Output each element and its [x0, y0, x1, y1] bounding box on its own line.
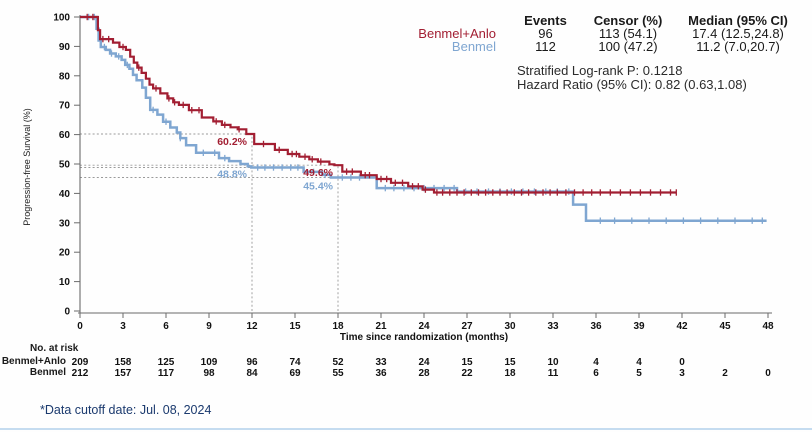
x-tick-label: 42	[676, 321, 688, 332]
y-axis-title: Progression-free Survival (%)	[22, 108, 32, 226]
x-tick-label: 33	[547, 321, 559, 332]
y-tick-label: 100	[53, 13, 70, 24]
at-risk-count: 5	[636, 368, 642, 379]
events-benmel: 112	[535, 38, 556, 54]
at-risk-count: 157	[115, 368, 132, 379]
at-risk-row-label-benmel: Benmel	[29, 367, 66, 378]
at-risk-row-label-benmel-anlo: Benmel+Anlo	[1, 356, 66, 367]
summary-row-benmel: Benmel 112 100 (47.2) 11.2 (7.0,20.7)	[408, 38, 812, 54]
at-risk-count: 10	[547, 357, 559, 368]
x-tick-label: 15	[289, 321, 301, 332]
at-risk-count: 125	[158, 357, 175, 368]
at-risk-count: 15	[461, 357, 473, 368]
events-benmel-anlo: 96	[538, 25, 553, 41]
median-benmel: 11.2 (7.0,20.7)	[696, 38, 780, 54]
bottom-divider	[0, 428, 812, 430]
x-tick-label: 48	[762, 321, 774, 332]
y-tick-label: 30	[59, 218, 71, 229]
median-benmel-anlo: 17.4 (12.5,24.8)	[692, 25, 784, 41]
at-risk-count: 52	[332, 357, 344, 368]
at-risk-count: 96	[246, 357, 258, 368]
censor-benmel-anlo: 113 (54.1)	[598, 25, 658, 41]
header-events: Events	[524, 13, 567, 28]
x-tick-label: 18	[332, 321, 344, 332]
km-curve-benmel	[80, 15, 767, 222]
at-risk-count: 209	[72, 357, 89, 368]
x-tick-label: 45	[719, 321, 731, 332]
y-tick-label: 10	[59, 277, 71, 288]
y-tick-label: 90	[59, 42, 71, 53]
x-tick-label: 21	[375, 321, 387, 332]
at-risk-count: 36	[375, 368, 387, 379]
annotation-45.4%: 45.4%	[303, 181, 333, 193]
at-risk-count: 212	[72, 368, 89, 379]
at-risk-count: 98	[203, 368, 215, 379]
censor-benmel: 100 (47.2)	[598, 38, 658, 54]
logrank-p-line: Stratified Log-rank P: 0.1218	[517, 63, 683, 78]
x-tick-label: 39	[633, 321, 645, 332]
at-risk-count: 6	[593, 368, 599, 379]
x-tick-label: 27	[461, 321, 473, 332]
km-curve-benmel-anlo	[80, 15, 677, 194]
annotation-48.8%: 48.8%	[217, 169, 247, 181]
annotation-60.2%: 60.2%	[217, 136, 247, 148]
y-tick-label: 40	[59, 189, 71, 200]
at-risk-count: 0	[679, 357, 685, 368]
y-tick-label: 60	[59, 130, 71, 141]
y-tick-label: 0	[64, 307, 70, 318]
stat-lines: Stratified Log-rank P: 0.1218 Hazard Rat…	[517, 64, 747, 91]
summary-table-header: Events Censor (%) Median (95% CI)	[408, 14, 812, 27]
header-censor: Censor (%)	[593, 13, 663, 28]
x-tick-label: 12	[246, 321, 258, 332]
at-risk-count: 158	[115, 357, 132, 368]
series-label-benmel-anlo: Benmel+Anlo	[418, 25, 496, 41]
y-tick-label: 50	[59, 160, 71, 171]
at-risk-count: 2	[722, 368, 728, 379]
y-tick-label: 70	[59, 101, 71, 112]
x-tick-label: 24	[418, 321, 430, 332]
at-risk-count: 15	[504, 357, 516, 368]
x-axis-title: Time since randomization (months)	[339, 332, 509, 343]
summary-table: Events Censor (%) Median (95% CI) Benmel…	[408, 14, 812, 54]
x-tick-label: 30	[504, 321, 516, 332]
x-tick-label: 36	[590, 321, 602, 332]
at-risk-count: 4	[636, 357, 642, 368]
hazard-ratio-line: Hazard Ratio (95% CI): 0.82 (0.63,1.08)	[517, 76, 747, 92]
at-risk-count: 0	[765, 368, 771, 379]
at-risk-count: 3	[679, 368, 685, 379]
at-risk-count: 74	[289, 357, 301, 368]
x-tick-label: 3	[120, 321, 126, 332]
y-tick-label: 80	[59, 71, 71, 82]
at-risk-count: 55	[332, 368, 344, 379]
header-median: Median (95% CI)	[688, 13, 788, 28]
at-risk-count: 109	[201, 357, 218, 368]
at-risk-count: 84	[246, 368, 258, 379]
summary-row-benmel-anlo: Benmel+Anlo 96 113 (54.1) 17.4 (12.5,24.…	[408, 25, 812, 41]
at-risk-title: No. at risk	[30, 343, 79, 354]
at-risk-count: 4	[593, 357, 599, 368]
at-risk-count: 18	[504, 368, 516, 379]
at-risk-count: 33	[375, 357, 387, 368]
series-label-benmel: Benmel	[451, 38, 496, 54]
at-risk-count: 24	[418, 357, 430, 368]
at-risk-count: 117	[158, 368, 175, 379]
x-tick-label: 0	[77, 321, 83, 332]
at-risk-count: 11	[548, 368, 559, 379]
data-cutoff-note: *Data cutoff date: Jul. 08, 2024	[40, 403, 212, 417]
y-tick-label: 20	[59, 248, 71, 259]
x-tick-label: 9	[206, 321, 212, 332]
x-tick-label: 6	[163, 321, 169, 332]
at-risk-count: 69	[289, 368, 301, 379]
at-risk-count: 22	[461, 368, 473, 379]
annotation-49.6%: 49.6%	[303, 167, 333, 179]
at-risk-count: 28	[418, 368, 430, 379]
